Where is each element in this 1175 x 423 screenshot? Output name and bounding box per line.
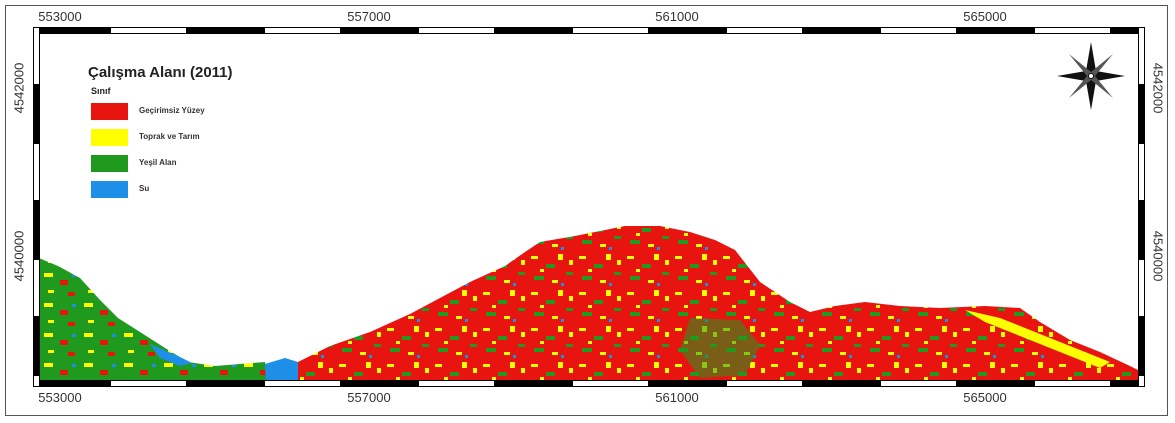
green-patch-center [680, 318, 760, 378]
y-tick-right-1: 4542000 [1150, 62, 1166, 114]
compass-rose-icon [1057, 42, 1125, 110]
legend-label: Toprak ve Tarım [139, 132, 200, 141]
landcover-area-west [34, 256, 268, 384]
outer-frame [5, 5, 1168, 416]
water-body [265, 358, 302, 384]
legend-label: Su [139, 184, 150, 193]
yellow-strip-east [965, 310, 1110, 368]
x-tick-bottom-4: 565000 [963, 390, 1007, 405]
x-tick-top-3: 561000 [655, 9, 699, 24]
x-tick-bottom-2: 557000 [347, 390, 391, 405]
landcover-area-main [298, 226, 1142, 384]
legend-swatch [91, 181, 128, 198]
legend-swatch [91, 155, 128, 172]
legend-header: Sınıf [91, 86, 111, 96]
y-tick-right-2: 4540000 [1150, 230, 1166, 282]
legend-label: Geçirimsiz Yüzey [139, 106, 205, 115]
water-patch-west [150, 344, 192, 366]
map-frame [33, 27, 1145, 387]
x-tick-top-2: 557000 [347, 9, 391, 24]
y-tick-left-2: 4540000 [11, 230, 27, 282]
legend-swatch [91, 129, 128, 146]
x-tick-bottom-1: 553000 [38, 390, 82, 405]
x-tick-bottom-3: 561000 [655, 390, 699, 405]
x-tick-top-1: 553000 [38, 9, 82, 24]
legend-swatch [91, 103, 128, 120]
map-title: Çalışma Alanı (2011) [88, 64, 233, 81]
y-tick-left-1: 4542000 [11, 62, 27, 114]
x-tick-top-4: 565000 [963, 9, 1007, 24]
legend-label: Yeşil Alan [139, 158, 177, 167]
